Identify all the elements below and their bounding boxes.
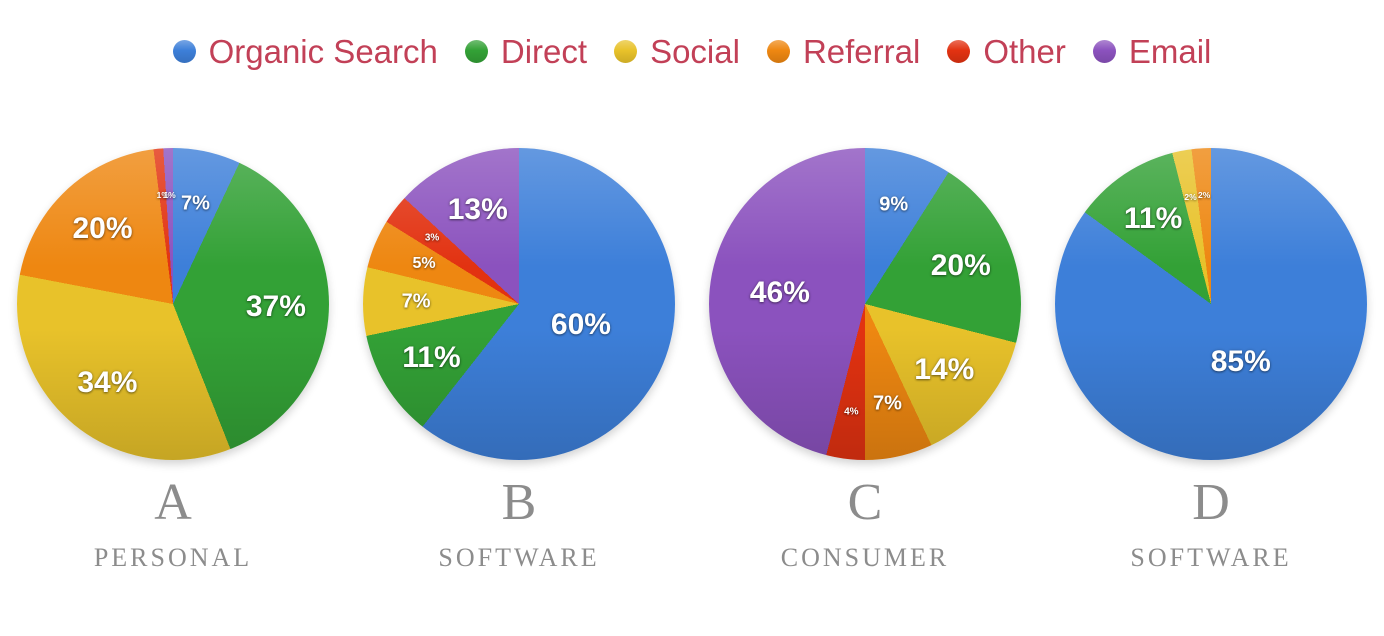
chart-column-d: 85% 11% 2% 2% D SOFTWARE (1038, 148, 1384, 572)
referral-swatch-icon (766, 40, 790, 64)
chart-subtitle-b: SOFTWARE (438, 542, 600, 572)
legend-label: Organic Search (208, 32, 438, 70)
legend-label: Email (1128, 32, 1212, 70)
chart-subtitle-d: SOFTWARE (1130, 542, 1292, 572)
other-swatch-icon (947, 40, 971, 64)
slice-label-organic-search: 7% (181, 192, 210, 214)
slice-label-organic-search: 9% (879, 193, 909, 216)
slice-label-other: 4% (844, 406, 859, 418)
slice-label-direct: 11% (402, 341, 461, 375)
slice-label-email: 1% (163, 189, 176, 200)
slice-label-other: 3% (424, 232, 440, 244)
chart-column-b: 60% 11% 7% 5% 3% 13% B SOFTWARE (346, 148, 692, 572)
chart-column-a: 7% 37% 34% 20% 1% 1% A PERSONAL (0, 148, 346, 572)
chart-title-a: A (154, 474, 192, 531)
slice-label-social: 7% (401, 290, 431, 313)
slice-label-social: 34% (77, 366, 138, 400)
slice-label-social: 2% (1184, 191, 1197, 202)
slice-label-other: 1% (156, 190, 169, 201)
slice-label-organic-search: 60% (550, 308, 611, 342)
chart-subtitle-c: CONSUMER (780, 542, 950, 572)
slice-label-direct: 37% (245, 290, 306, 324)
slice-label-email: 13% (447, 192, 508, 226)
pie-chart-b: 60% 11% 7% 5% 3% 13% (363, 148, 675, 460)
pie-charts-row: 7% 37% 34% 20% 1% 1% A PERSONAL 60% 11% 7% 5% 3% 13% B… (0, 148, 1384, 572)
legend-label: Referral (802, 32, 921, 70)
legend-item-email: Email (1092, 32, 1212, 70)
slice-label-referral: 2% (1197, 190, 1211, 201)
slice-label-referral: 5% (412, 255, 436, 273)
legend-label: Direct (500, 32, 588, 70)
slice-label-referral: 7% (873, 392, 902, 415)
legend-item-organic-search: Organic Search (172, 32, 438, 70)
legend-item-social: Social (614, 32, 740, 70)
chart-title-c: C (847, 474, 883, 531)
slice-label-referral: 20% (72, 211, 133, 245)
chart-legend: Organic Search Direct Social Referral Other E… (0, 0, 1384, 74)
slice-label-email: 46% (749, 276, 810, 310)
legend-item-referral: Referral (766, 32, 921, 70)
legend-item-other: Other (947, 32, 1066, 70)
chart-subtitle-a: PERSONAL (93, 542, 253, 572)
direct-swatch-icon (464, 40, 488, 64)
pie-chart-d: 85% 11% 2% 2% (1055, 148, 1367, 460)
pie-chart-a: 7% 37% 34% 20% 1% 1% (17, 148, 329, 460)
social-swatch-icon (614, 40, 638, 64)
slice-label-organic-search: 85% (1210, 345, 1271, 379)
legend-item-direct: Direct (464, 32, 588, 70)
email-swatch-icon (1092, 40, 1116, 64)
pie-chart-c: 9% 20% 14% 7% 4% 46% (709, 148, 1021, 460)
legend-label: Social (650, 32, 740, 70)
slice-label-social: 14% (914, 352, 975, 386)
slice-label-direct: 11% (1123, 201, 1183, 235)
legend-label: Other (983, 32, 1066, 70)
slice-label-direct: 20% (930, 249, 991, 283)
chart-title-b: B (501, 474, 537, 531)
organic-search-swatch-icon (172, 40, 196, 64)
chart-title-d: D (1192, 474, 1230, 531)
chart-column-c: 9% 20% 14% 7% 4% 46% C CONSUMER (692, 148, 1038, 572)
